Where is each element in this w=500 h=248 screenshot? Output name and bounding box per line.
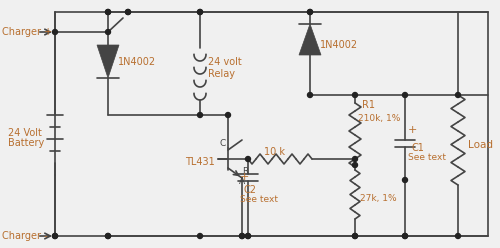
Polygon shape [97, 45, 119, 78]
Circle shape [106, 9, 110, 14]
Text: Battery: Battery [8, 138, 44, 148]
Circle shape [352, 156, 358, 161]
Text: 10 k: 10 k [264, 147, 285, 157]
Text: 24 volt
Relay: 24 volt Relay [208, 57, 242, 79]
Circle shape [402, 234, 407, 239]
Text: C2: C2 [244, 185, 257, 195]
Text: 1N4002: 1N4002 [118, 57, 156, 67]
Text: R1: R1 [362, 100, 375, 110]
Text: Charger +: Charger + [2, 27, 52, 37]
Text: See text: See text [240, 195, 278, 205]
Circle shape [308, 9, 312, 14]
Circle shape [352, 234, 358, 239]
Circle shape [402, 93, 407, 97]
Circle shape [198, 234, 202, 239]
Circle shape [308, 93, 312, 97]
Circle shape [198, 113, 202, 118]
Circle shape [52, 30, 58, 34]
Text: See text: See text [408, 154, 446, 162]
Circle shape [52, 234, 58, 239]
Circle shape [106, 30, 110, 34]
Circle shape [198, 9, 202, 14]
Circle shape [402, 234, 407, 239]
Circle shape [106, 234, 110, 239]
Polygon shape [299, 24, 321, 55]
Circle shape [246, 234, 250, 239]
Circle shape [402, 178, 407, 183]
Circle shape [456, 234, 460, 239]
Circle shape [308, 9, 312, 14]
Circle shape [240, 234, 244, 239]
Text: 1N4002: 1N4002 [320, 40, 358, 50]
Text: A: A [239, 178, 245, 186]
Text: R: R [242, 167, 248, 177]
Circle shape [352, 93, 358, 97]
Text: Load: Load [468, 140, 493, 150]
Circle shape [198, 9, 202, 14]
Text: 210k, 1%: 210k, 1% [358, 114, 401, 123]
Circle shape [106, 234, 110, 239]
Text: Charger -: Charger - [2, 231, 48, 241]
Text: C: C [220, 138, 226, 148]
Circle shape [246, 234, 250, 239]
Circle shape [352, 234, 358, 239]
Circle shape [352, 162, 358, 167]
Circle shape [126, 9, 130, 14]
Circle shape [246, 156, 250, 161]
Circle shape [226, 113, 230, 118]
Circle shape [240, 234, 244, 239]
Text: 24 Volt: 24 Volt [8, 128, 42, 138]
Text: +: + [240, 172, 250, 182]
Text: C1: C1 [412, 143, 425, 153]
Circle shape [106, 9, 110, 14]
Circle shape [126, 9, 130, 14]
Text: TL431: TL431 [185, 157, 215, 167]
Circle shape [52, 234, 58, 239]
Text: 27k, 1%: 27k, 1% [360, 193, 397, 203]
Text: +: + [408, 125, 418, 135]
Circle shape [456, 93, 460, 97]
